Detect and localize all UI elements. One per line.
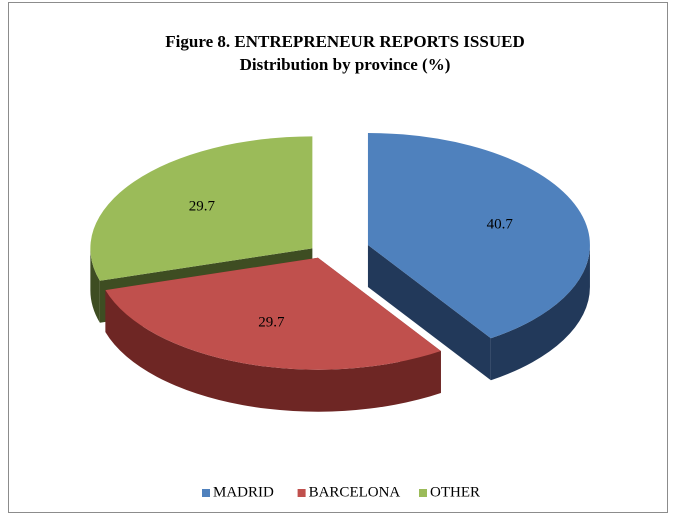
slice	[105, 257, 441, 370]
chart-subtitle: Distribution by province (%)	[240, 55, 451, 74]
legend: MADRID BARCELONA OTHER	[202, 484, 480, 500]
legend-label: OTHER	[430, 484, 480, 500]
slice-wall	[490, 244, 590, 381]
slice	[367, 132, 590, 339]
pie: 40.7 29.7 29.7	[90, 132, 590, 412]
chart-title: Figure 8. ENTREPRENEUR REPORTS ISSUED	[165, 32, 524, 51]
slice-wall	[90, 248, 100, 323]
legend-swatch	[419, 489, 427, 497]
data-label: 40.7	[487, 216, 514, 232]
legend-label: BARCELONA	[309, 484, 401, 500]
slice	[90, 136, 313, 281]
legend-swatch	[202, 489, 210, 497]
legend-swatch	[297, 489, 306, 497]
data-label: 29.7	[189, 198, 216, 214]
slice-wall	[105, 290, 441, 412]
slice-side	[367, 244, 491, 381]
data-label: 29.7	[258, 314, 285, 330]
legend-label: MADRID	[213, 484, 274, 500]
